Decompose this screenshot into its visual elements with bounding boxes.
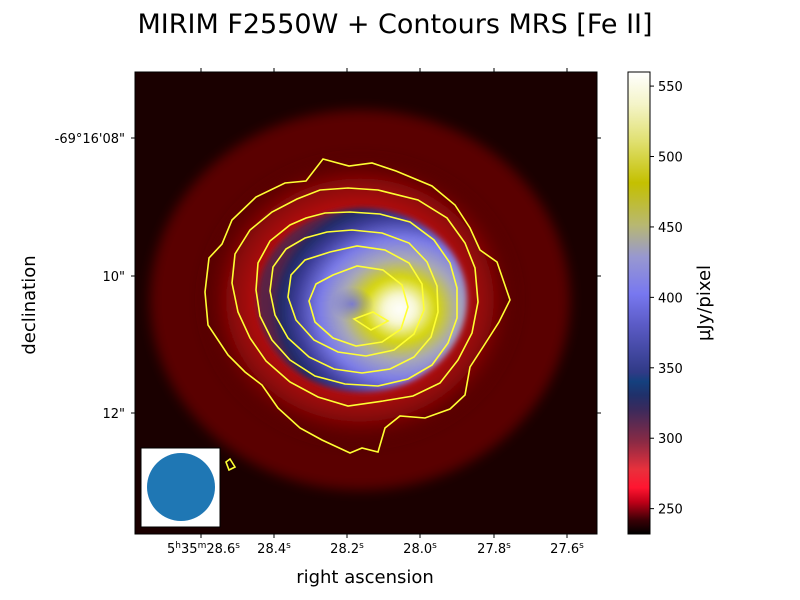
x-tick-label: 5h35m28.6s bbox=[167, 541, 240, 557]
colorbar-tick-label: 400 bbox=[658, 291, 683, 306]
contour-5 bbox=[287, 245, 425, 357]
colorbar-gradient bbox=[627, 71, 651, 535]
contour-2 bbox=[231, 187, 479, 407]
colorbar-tick-label: 450 bbox=[658, 221, 683, 236]
x-ticks bbox=[200, 68, 568, 538]
x-tick-label: 28.4s bbox=[257, 541, 291, 557]
x-tick-label: 27.8s bbox=[477, 541, 511, 557]
contour-3 bbox=[255, 211, 458, 387]
y-tick-labels: -69°16'08" 10" 12" bbox=[55, 132, 125, 422]
colorbar-tick-label: 350 bbox=[658, 362, 683, 377]
contour-6 bbox=[308, 265, 409, 347]
colorbar-tick-label: 250 bbox=[658, 503, 683, 518]
plot-frame bbox=[134, 71, 598, 535]
contour-1 bbox=[204, 158, 511, 454]
colorbar: 250 300 350 400 450 500 550 µJy/pixel bbox=[627, 71, 715, 535]
colorbar-tick-label: 500 bbox=[658, 151, 683, 166]
x-tick-label: 28.2s bbox=[330, 541, 364, 557]
colorbar-ticks: 250 300 350 400 450 500 550 bbox=[650, 80, 683, 518]
y-tick-label: 12" bbox=[102, 407, 125, 422]
contour-blob bbox=[225, 457, 237, 472]
y-tick-label: 10" bbox=[102, 270, 125, 285]
contour-4 bbox=[269, 229, 439, 374]
x-axis-label: right ascension bbox=[296, 567, 434, 588]
y-ticks bbox=[131, 137, 601, 414]
x-tick-label: 28.0s bbox=[403, 541, 437, 557]
emission-hole bbox=[330, 287, 374, 321]
y-tick-label: -69°16'08" bbox=[55, 132, 125, 147]
x-tick-label: 27.6s bbox=[550, 541, 584, 557]
y-axis-label: declination bbox=[19, 255, 40, 354]
x-tick-labels: 5h35m28.6s 28.4s 28.2s 28.0s 27.8s 27.6s bbox=[167, 541, 584, 557]
beam-circle bbox=[147, 453, 215, 521]
colorbar-tick-label: 550 bbox=[658, 80, 683, 95]
contours bbox=[204, 158, 511, 472]
colorbar-tick-label: 300 bbox=[658, 432, 683, 447]
colorbar-label: µJy/pixel bbox=[694, 265, 715, 341]
contour-7 bbox=[352, 311, 390, 331]
beam-inset bbox=[140, 447, 221, 528]
chart-title: MIRIM F2550W + Contours MRS [Fe II] bbox=[137, 9, 652, 40]
